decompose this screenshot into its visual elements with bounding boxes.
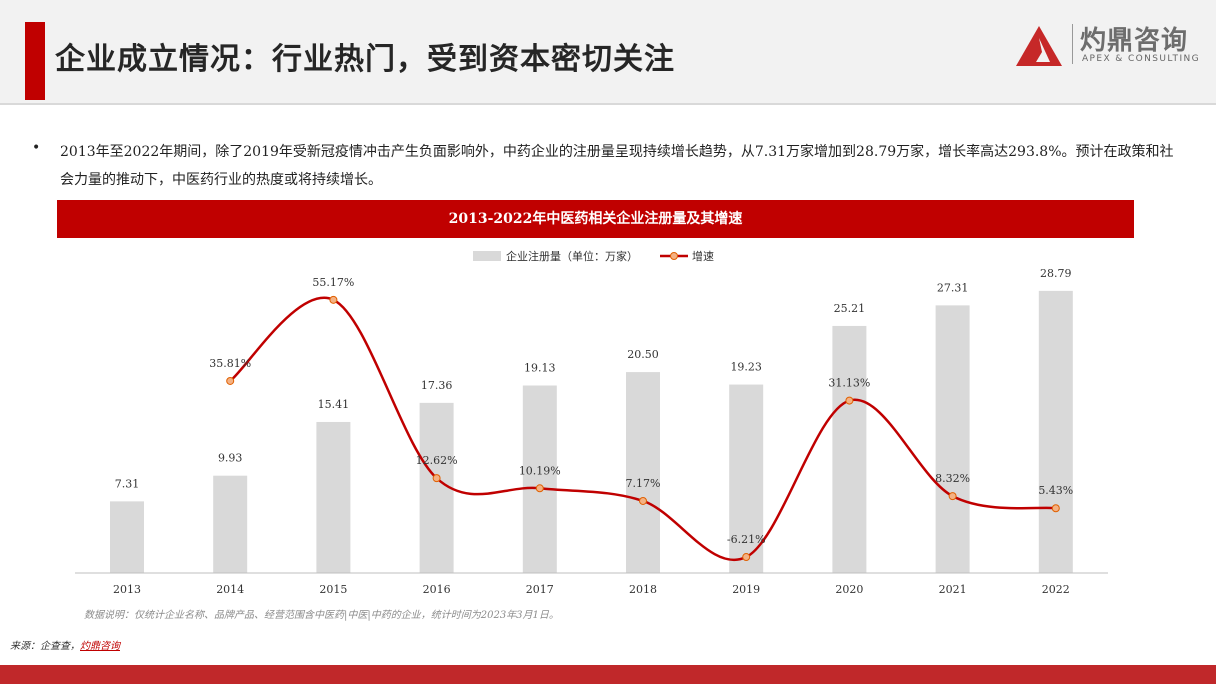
bar-2014	[213, 475, 248, 573]
x-tick-label: 2014	[216, 583, 244, 596]
legend-line-marker	[670, 252, 678, 260]
bar-2013	[110, 501, 144, 573]
source-prefix: 来源：企查查，	[10, 641, 80, 652]
chart-legend: 企业注册量（单位：万家） 增速	[473, 249, 714, 263]
source: 来源：企查查，灼鼎咨询	[10, 637, 120, 652]
growth-value-label: -6.21%	[727, 533, 766, 546]
x-tick-label: 2018	[629, 583, 657, 596]
x-tick-label: 2021	[939, 583, 967, 596]
header: 企业成立情况：行业热门，受到资本密切关注 灼鼎咨询 APEX & CONSULT…	[0, 0, 1216, 105]
bar-value-label: 19.23	[730, 361, 762, 374]
chart-title: 2013-2022年中医药相关企业注册量及其增速	[57, 200, 1134, 238]
bar-value-label: 25.21	[834, 302, 866, 315]
bar-2018	[626, 372, 660, 573]
bar-2015	[316, 421, 351, 573]
bar-value-label: 19.13	[524, 362, 556, 375]
logo-divider	[1072, 24, 1073, 64]
growth-value-label: 8.32%	[935, 472, 970, 485]
x-tick-label: 2022	[1042, 583, 1070, 596]
growth-point-2018	[639, 496, 647, 505]
growth-point-2017	[535, 484, 544, 493]
bar-2022	[1038, 290, 1073, 573]
source-link[interactable]: 灼鼎咨询	[80, 641, 120, 652]
bar-value-label: 20.50	[627, 348, 659, 361]
bar-value-label: 15.41	[318, 398, 350, 411]
growth-point-2016	[432, 474, 441, 483]
logo-en-text: APEX & CONSULTING	[1082, 54, 1201, 64]
x-tick-label: 2020	[835, 583, 863, 596]
title-accent-bar	[25, 22, 45, 100]
growth-value-label: 5.43%	[1038, 484, 1073, 497]
x-tick-label: 2015	[319, 583, 347, 596]
growth-point-2015	[329, 295, 338, 304]
bar-2021	[935, 305, 970, 573]
growth-point-2020	[845, 396, 854, 405]
logo-cn-text: 灼鼎咨询	[1080, 26, 1189, 56]
bar-2017	[522, 385, 557, 573]
growth-value-label: 55.17%	[312, 276, 354, 289]
growth-point-2021	[948, 492, 957, 501]
x-tick-label: 2013	[113, 583, 141, 596]
bar-value-label: 28.79	[1040, 267, 1072, 280]
footer-band	[0, 665, 1216, 684]
growth-value-label: 7.17%	[626, 477, 661, 490]
growth-value-label: 12.62%	[416, 454, 458, 467]
growth-point-2019	[742, 553, 751, 562]
x-tick-label: 2019	[732, 583, 760, 596]
growth-point-2014	[226, 376, 235, 385]
logo-triangle-icon	[1016, 26, 1062, 66]
bar-value-label: 7.31	[115, 477, 140, 490]
bar-value-label: 17.36	[421, 379, 453, 392]
summary-paragraph: 2013年至2022年期间，除了2019年受新冠疫情冲击产生负面影响外，中药企业…	[60, 144, 1174, 188]
growth-point-2022	[1051, 504, 1060, 513]
x-tick-label: 2017	[526, 583, 554, 596]
legend-line-label: 增速	[692, 249, 714, 263]
bar-2019	[729, 384, 764, 573]
growth-value-label: 10.19%	[519, 464, 561, 477]
data-note: 数据说明：仅统计企业名称、品牌产品、经营范围含中医药|中医|中药的企业，统计时间…	[84, 610, 559, 621]
page-title: 企业成立情况：行业热门，受到资本密切关注	[55, 42, 675, 77]
bar-2020	[832, 325, 867, 573]
bar-value-label: 27.31	[937, 281, 969, 294]
logo: 灼鼎咨询 APEX & CONSULTING	[1014, 22, 1204, 72]
bar-value-label: 9.93	[218, 452, 243, 465]
bullet-marker: •	[32, 140, 41, 156]
growth-value-label: 31.13%	[828, 377, 870, 390]
x-tick-label: 2016	[423, 583, 451, 596]
legend-bar-swatch	[473, 251, 501, 261]
growth-value-label: 35.81%	[209, 357, 251, 370]
legend-bar-label: 企业注册量（单位：万家）	[506, 249, 638, 263]
